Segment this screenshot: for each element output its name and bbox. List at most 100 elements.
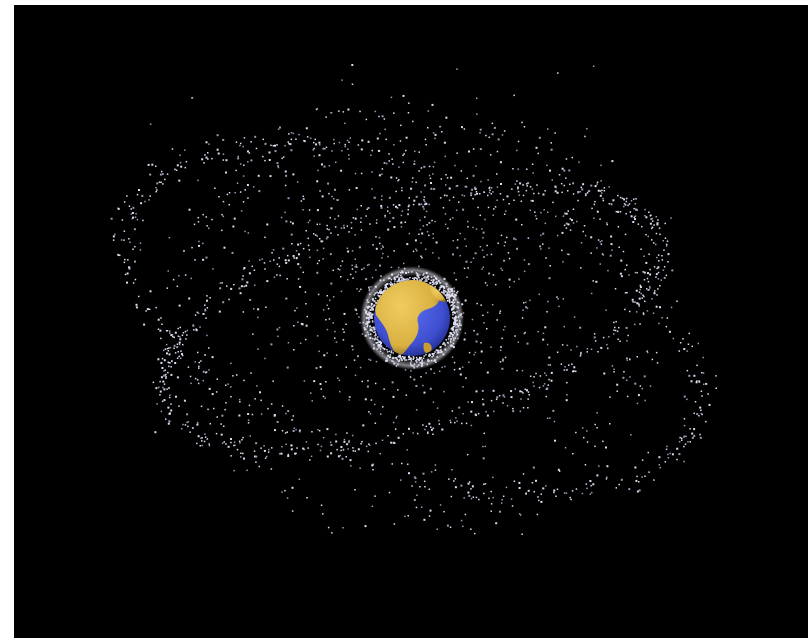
debris-particle xyxy=(156,403,158,405)
debris-particle xyxy=(557,298,559,300)
debris-particle xyxy=(444,365,446,368)
debris-particle xyxy=(316,223,318,226)
debris-particle xyxy=(128,266,131,269)
debris-particle xyxy=(535,479,537,482)
debris-particle xyxy=(617,194,619,197)
debris-particle xyxy=(140,202,143,205)
debris-particle xyxy=(455,185,458,187)
debris-particle xyxy=(281,430,284,432)
debris-particle xyxy=(384,128,386,131)
debris-particle xyxy=(590,484,592,487)
debris-particle xyxy=(693,435,696,437)
debris-particle xyxy=(126,281,128,284)
debris-particle xyxy=(598,465,600,467)
debris-particle xyxy=(474,252,477,255)
debris-particle xyxy=(456,323,458,326)
debris-particle xyxy=(211,218,213,221)
debris-particle xyxy=(281,157,283,160)
debris-particle xyxy=(651,226,654,228)
debris-particle xyxy=(715,375,717,377)
debris-particle xyxy=(698,381,701,383)
debris-particle xyxy=(368,320,370,322)
debris-particle xyxy=(394,428,397,430)
debris-particle xyxy=(178,304,181,307)
debris-particle xyxy=(189,375,192,378)
debris-particle xyxy=(249,298,252,301)
debris-particle xyxy=(170,409,173,412)
debris-particle xyxy=(181,353,183,356)
debris-particle xyxy=(642,294,644,296)
debris-particle xyxy=(114,233,116,236)
debris-particle xyxy=(338,110,340,112)
debris-particle xyxy=(416,432,419,435)
debris-particle xyxy=(223,246,226,249)
debris-particle xyxy=(395,417,397,419)
debris-particle xyxy=(247,161,249,163)
debris-particle xyxy=(620,275,623,278)
debris-particle xyxy=(575,370,577,373)
debris-particle xyxy=(200,405,203,408)
debris-particle xyxy=(556,234,559,237)
debris-particle xyxy=(324,397,326,399)
debris-particle xyxy=(392,395,395,398)
debris-particle xyxy=(413,357,415,359)
debris-particle xyxy=(351,83,354,85)
debris-particle xyxy=(276,162,279,165)
debris-particle xyxy=(493,208,495,210)
debris-particle xyxy=(433,188,436,191)
debris-particle xyxy=(331,150,333,152)
debris-particle xyxy=(549,417,551,419)
debris-particle xyxy=(186,329,189,332)
debris-particle xyxy=(561,249,563,252)
debris-particle xyxy=(595,280,598,283)
debris-particle xyxy=(284,259,287,262)
debris-particle xyxy=(586,441,589,443)
debris-particle xyxy=(264,457,267,459)
debris-particle xyxy=(164,178,166,181)
debris-particle xyxy=(478,498,480,501)
debris-particle xyxy=(155,387,158,390)
debris-particle xyxy=(381,257,383,259)
debris-particle xyxy=(398,179,400,181)
debris-particle xyxy=(699,406,702,409)
debris-particle xyxy=(565,158,568,160)
debris-particle xyxy=(501,134,504,136)
debris-particle xyxy=(614,329,617,332)
debris-particle xyxy=(184,274,187,276)
debris-particle xyxy=(633,198,635,200)
debris-particle xyxy=(332,296,335,298)
debris-particle xyxy=(398,204,401,207)
debris-particle xyxy=(503,130,506,132)
debris-particle xyxy=(290,138,293,141)
debris-particle xyxy=(564,212,566,214)
debris-particle xyxy=(583,436,585,439)
debris-particle xyxy=(470,261,472,263)
debris-particle xyxy=(316,108,319,110)
debris-particle xyxy=(377,149,380,152)
debris-particle xyxy=(387,435,389,437)
debris-particle xyxy=(572,182,575,185)
debris-particle xyxy=(635,289,638,292)
debris-particle xyxy=(407,463,409,465)
debris-particle xyxy=(464,513,467,516)
debris-particle xyxy=(461,126,463,129)
debris-particle xyxy=(335,161,337,163)
debris-particle xyxy=(348,154,350,156)
debris-particle xyxy=(596,474,599,477)
debris-particle xyxy=(322,258,324,260)
debris-particle xyxy=(285,412,287,415)
debris-particle xyxy=(508,278,511,281)
debris-particle xyxy=(326,428,329,431)
debris-particle xyxy=(179,338,182,341)
debris-particle xyxy=(239,163,242,165)
debris-particle xyxy=(433,372,436,374)
debris-particle xyxy=(681,439,683,441)
debris-particle xyxy=(298,478,301,480)
debris-particle xyxy=(149,195,151,197)
debris-particle xyxy=(566,394,568,396)
debris-particle xyxy=(208,444,211,447)
debris-particle xyxy=(296,181,299,183)
debris-particle xyxy=(620,259,623,262)
debris-particle xyxy=(651,239,653,241)
debris-particle xyxy=(427,359,429,361)
